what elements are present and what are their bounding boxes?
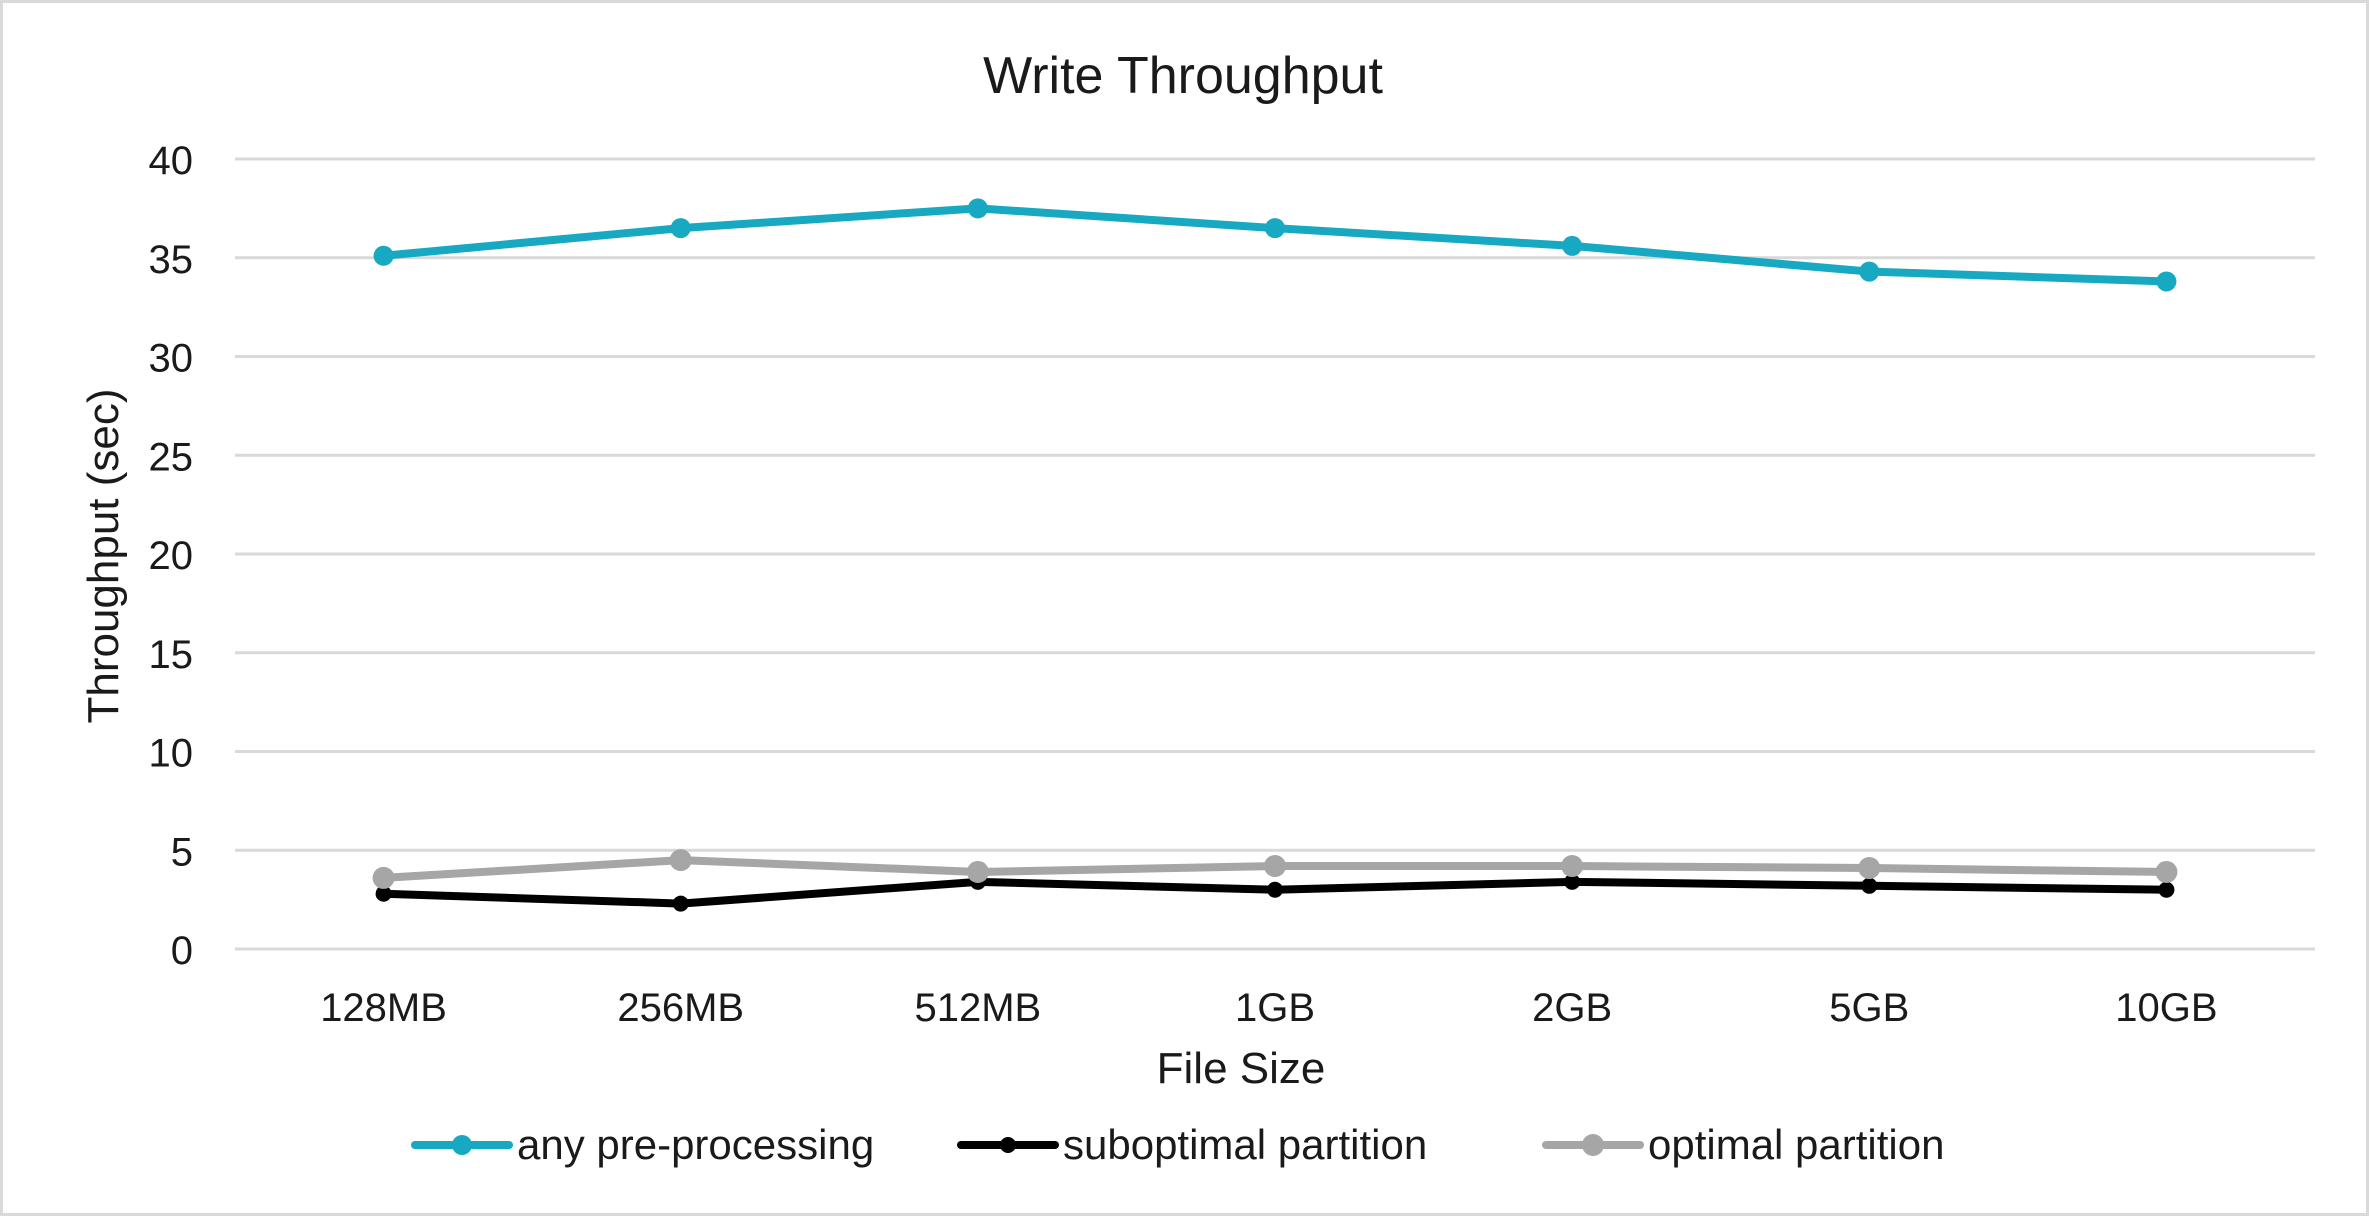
data-point — [966, 860, 989, 883]
data-point — [1561, 855, 1584, 878]
x-axis-title: File Size — [1157, 1044, 1326, 1093]
data-point — [1267, 881, 1283, 898]
legend-label: suboptimal partition — [1063, 1121, 1427, 1168]
y-tick-label: 30 — [149, 337, 194, 381]
x-tick-label: 256MB — [617, 986, 744, 1030]
data-point — [373, 245, 394, 266]
legend-item: suboptimal partition — [957, 1121, 1427, 1168]
series-2 — [372, 849, 2178, 889]
data-point — [1861, 877, 1878, 894]
x-axis-tick-labels: 128MB 256MB 512MB 1GB 2GB 5GB 10GB — [320, 986, 2217, 1030]
legend-item: optimal partition — [1542, 1121, 1944, 1168]
data-point — [1564, 873, 1581, 890]
chart-svg: Write Throughput 0 5 10 15 20 25 30 35 40 128MB 2… — [79, 47, 2315, 1168]
data-point — [669, 849, 692, 872]
x-tick-label: 128MB — [320, 986, 447, 1030]
chart-title: Write Throughput — [983, 47, 1383, 105]
series-lines — [372, 198, 2178, 912]
data-point — [375, 885, 392, 902]
y-axis-tick-labels: 0 5 10 15 20 25 30 35 40 — [149, 139, 194, 973]
data-point — [672, 895, 689, 912]
y-tick-label: 25 — [149, 435, 194, 479]
y-tick-label: 40 — [149, 139, 194, 183]
data-point — [1858, 857, 1881, 880]
x-tick-label: 2GB — [1532, 986, 1612, 1030]
y-tick-label: 15 — [149, 633, 194, 677]
legend-label: optimal partition — [1648, 1121, 1944, 1168]
data-point — [1562, 235, 1583, 256]
series-0 — [373, 198, 2177, 292]
x-tick-label: 512MB — [914, 986, 1041, 1030]
data-point — [670, 218, 691, 239]
gridlines — [235, 157, 2315, 951]
data-point — [2156, 271, 2177, 292]
y-tick-label: 10 — [149, 732, 194, 776]
y-tick-label: 0 — [171, 929, 193, 973]
y-tick-label: 5 — [171, 830, 193, 874]
legend-swatch-marker — [452, 1135, 472, 1155]
data-point — [372, 866, 395, 889]
legend-label: any pre-processing — [517, 1121, 874, 1168]
legend: any pre-processing suboptimal partition op… — [411, 1121, 1944, 1168]
data-point — [1859, 261, 1880, 282]
y-tick-label: 20 — [149, 534, 194, 578]
data-point — [1264, 855, 1286, 878]
data-point — [2158, 881, 2175, 898]
x-tick-label: 10GB — [2115, 986, 2217, 1030]
x-tick-label: 1GB — [1235, 986, 1315, 1030]
data-point — [2155, 860, 2178, 883]
y-axis-title: Throughput (sec) — [79, 388, 128, 723]
legend-swatch-marker — [1582, 1134, 1604, 1156]
series-1 — [375, 873, 2175, 912]
data-point — [967, 198, 988, 219]
y-tick-label: 35 — [149, 238, 194, 282]
legend-item: any pre-processing — [411, 1121, 874, 1168]
legend-swatch-marker — [1000, 1137, 1016, 1153]
data-point — [1265, 218, 1285, 239]
x-tick-label: 5GB — [1829, 986, 1909, 1030]
